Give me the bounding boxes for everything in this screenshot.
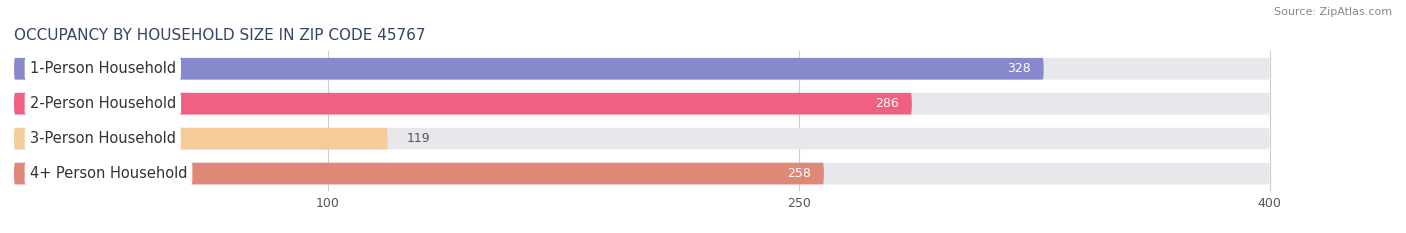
FancyBboxPatch shape <box>14 128 388 150</box>
Text: 3-Person Household: 3-Person Household <box>30 131 176 146</box>
Text: 286: 286 <box>876 97 900 110</box>
FancyBboxPatch shape <box>14 163 1270 185</box>
Text: 2-Person Household: 2-Person Household <box>30 96 176 111</box>
FancyBboxPatch shape <box>14 93 1270 115</box>
Text: 258: 258 <box>787 167 811 180</box>
Text: OCCUPANCY BY HOUSEHOLD SIZE IN ZIP CODE 45767: OCCUPANCY BY HOUSEHOLD SIZE IN ZIP CODE … <box>14 28 426 43</box>
FancyBboxPatch shape <box>14 93 912 115</box>
Text: 119: 119 <box>406 132 430 145</box>
Text: 1-Person Household: 1-Person Household <box>30 61 176 76</box>
FancyBboxPatch shape <box>14 58 1043 80</box>
FancyBboxPatch shape <box>14 128 1270 150</box>
Text: 4+ Person Household: 4+ Person Household <box>30 166 187 181</box>
Text: 328: 328 <box>1007 62 1031 75</box>
FancyBboxPatch shape <box>14 163 824 185</box>
Text: Source: ZipAtlas.com: Source: ZipAtlas.com <box>1274 7 1392 17</box>
FancyBboxPatch shape <box>14 58 1270 80</box>
